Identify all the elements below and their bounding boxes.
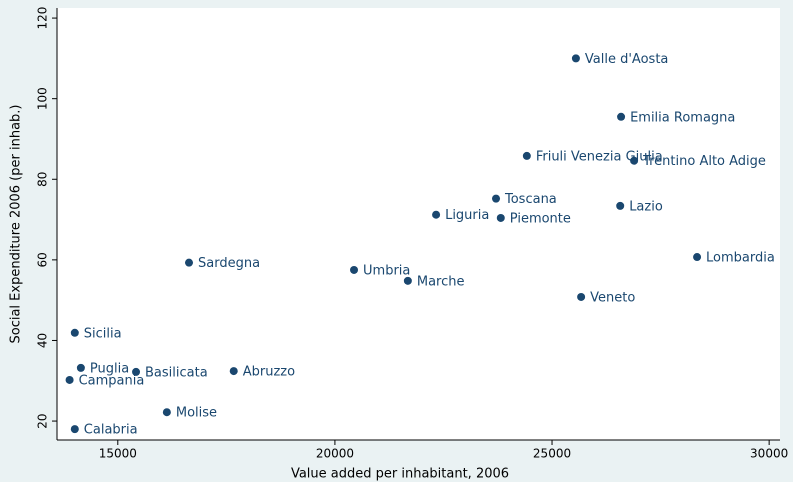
point (496, 213, 505, 222)
point-label: Veneto (590, 290, 635, 305)
point (492, 194, 501, 203)
point (185, 258, 194, 267)
point-label: Sicilia (84, 326, 122, 341)
point (162, 408, 171, 417)
point-label: Sardegna (198, 256, 260, 271)
y-tick-label: 120 (36, 7, 50, 30)
point (229, 367, 238, 376)
point (432, 210, 441, 219)
point (571, 54, 580, 63)
point (403, 276, 412, 285)
point (522, 151, 531, 160)
point-label: Basilicata (145, 365, 208, 380)
point (65, 375, 74, 384)
point (350, 265, 359, 274)
y-axis-label: Social Expenditure 2006 (per inhab.) (9, 105, 24, 344)
point (693, 253, 702, 262)
point (616, 201, 625, 210)
point-label: Molise (176, 406, 217, 421)
point-label: Marche (417, 274, 465, 289)
y-tick-label: 80 (36, 172, 50, 187)
point-label: Toscana (504, 192, 557, 207)
point-label: Liguria (445, 208, 489, 223)
x-tick-label: 15000 (99, 447, 137, 461)
point-label: Calabria (84, 423, 138, 438)
point-label: Abruzzo (243, 365, 295, 380)
point-label: Valle d'Aosta (585, 52, 668, 67)
x-tick-label: 25000 (533, 447, 571, 461)
y-tick-label: 60 (36, 252, 50, 267)
point-label: Lombardia (706, 251, 775, 266)
point-label: Umbria (363, 263, 410, 278)
point (70, 328, 79, 337)
y-tick-label: 20 (36, 413, 50, 428)
point-label: Lazio (629, 199, 663, 214)
point (76, 363, 85, 372)
point-label: Puglia (90, 361, 129, 376)
point-label: Emilia Romagna (630, 110, 735, 125)
point-label: Piemonte (510, 211, 571, 226)
x-tick-label: 20000 (316, 447, 354, 461)
point-label: Trentino Alto Adige (642, 154, 766, 169)
point (132, 367, 141, 376)
x-axis-label: Value added per inhabitant, 2006 (291, 467, 509, 482)
y-tick-label: 40 (36, 333, 50, 348)
y-tick-label: 100 (36, 87, 50, 110)
point (577, 292, 586, 301)
point (70, 425, 79, 434)
point (617, 112, 626, 121)
plot-area (57, 8, 780, 440)
point (630, 156, 639, 165)
x-tick-label: 30000 (750, 447, 788, 461)
point-label: Campania (79, 373, 145, 388)
